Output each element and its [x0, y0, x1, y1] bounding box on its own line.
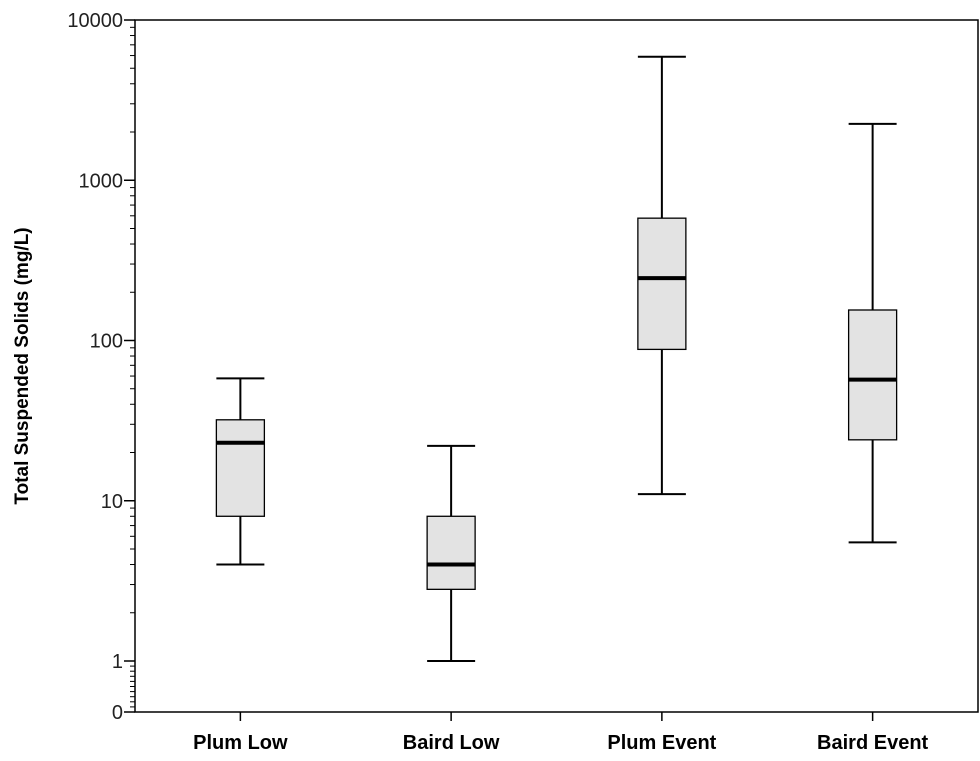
interquartile-box [426, 515, 476, 590]
x-axis: Plum Low Baird Low Plum Event Baird Event [193, 712, 929, 754]
y-axis: 0 1 10 100 1000 10000 [67, 10, 135, 724]
box-baird-event [847, 122, 898, 544]
y-tick-label: 1 [112, 651, 123, 673]
box-plum-low [215, 377, 266, 566]
interquartile-box [637, 217, 687, 351]
y-tick-label: 100 [90, 331, 123, 353]
y-tick-label: 1000 [79, 170, 124, 192]
x-tick-label: Baird Low [403, 732, 500, 754]
x-tick-label: Plum Event [607, 732, 716, 754]
y-tick-label: 0 [112, 702, 123, 724]
y-tick-label: 10 [101, 491, 123, 513]
interquartile-box [215, 419, 266, 517]
box-plum-event [637, 55, 687, 496]
box-baird-low [426, 444, 476, 662]
y-tick-label: 10000 [67, 10, 123, 32]
plot-area-frame [134, 19, 979, 713]
y-axis-title: Total Suspended Solids (mg/L) [12, 227, 33, 504]
x-tick-label: Baird Event [817, 732, 928, 754]
x-tick-label: Plum Low [193, 732, 288, 754]
box-series [215, 55, 898, 662]
interquartile-box [847, 309, 898, 441]
